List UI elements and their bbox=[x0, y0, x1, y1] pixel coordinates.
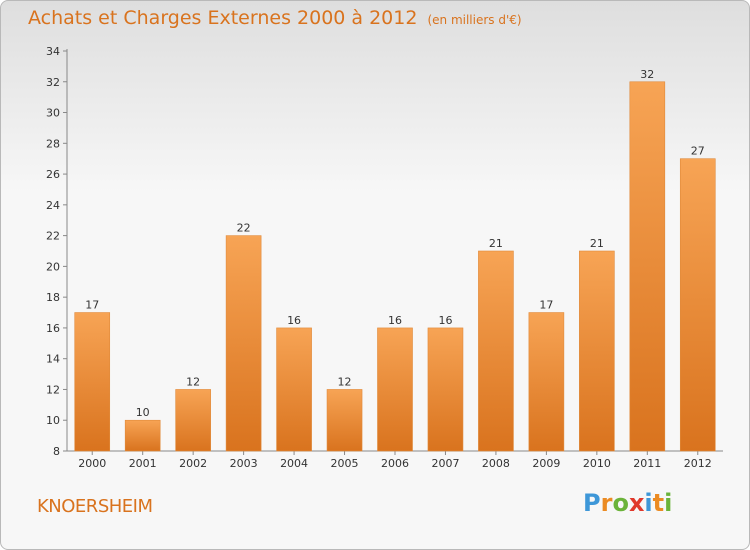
y-tick-label: 34 bbox=[46, 45, 60, 58]
value-label-2009: 17 bbox=[539, 299, 553, 312]
logo-letter: x bbox=[628, 489, 645, 517]
bar-2005 bbox=[326, 389, 363, 452]
value-label-2012: 27 bbox=[691, 145, 705, 158]
y-tick-label: 20 bbox=[46, 260, 60, 273]
x-tick-label-2009: 2009 bbox=[532, 457, 560, 470]
logo-letter: o bbox=[612, 489, 629, 517]
logo-letter: i bbox=[644, 489, 653, 517]
value-label-2007: 16 bbox=[438, 314, 452, 327]
town-name: KNOERSHEIM bbox=[37, 496, 153, 517]
value-label-2006: 16 bbox=[388, 314, 402, 327]
proxiti-logo[interactable]: Proxiti bbox=[583, 489, 672, 517]
y-tick-label: 12 bbox=[46, 383, 60, 396]
y-tick-label: 8 bbox=[53, 445, 60, 458]
x-tick-label-2006: 2006 bbox=[381, 457, 409, 470]
y-tick-label: 18 bbox=[46, 291, 60, 304]
x-tick-label-2003: 2003 bbox=[230, 457, 258, 470]
value-label-2011: 32 bbox=[640, 68, 654, 81]
value-label-2004: 16 bbox=[287, 314, 301, 327]
bar-2011 bbox=[629, 81, 666, 452]
y-tick-label: 10 bbox=[46, 414, 60, 427]
value-label-2003: 22 bbox=[237, 222, 251, 235]
logo-letter: i bbox=[664, 489, 673, 517]
y-tick-label: 32 bbox=[46, 76, 60, 89]
chart-bars bbox=[74, 81, 716, 452]
value-label-2008: 21 bbox=[489, 237, 503, 250]
bar-2001 bbox=[124, 419, 161, 452]
bar-2002 bbox=[175, 389, 211, 452]
x-tick-label-2004: 2004 bbox=[280, 457, 308, 470]
x-tick-label-2000: 2000 bbox=[78, 457, 106, 470]
value-label-2005: 12 bbox=[338, 375, 352, 388]
x-tick-label-2012: 2012 bbox=[684, 457, 712, 470]
y-tick-label: 16 bbox=[46, 322, 60, 335]
logo-letter: r bbox=[600, 489, 613, 517]
chart-labels: 17 2000 10 2001 12 2002 22 2003 16 2004 12 2005 16 20… bbox=[78, 68, 712, 470]
bar-2007 bbox=[427, 327, 464, 452]
value-label-2002: 12 bbox=[186, 375, 200, 388]
y-tick-label: 24 bbox=[46, 199, 60, 212]
bar-2008 bbox=[478, 250, 514, 452]
bar-2009 bbox=[528, 312, 565, 452]
value-label-2010: 21 bbox=[590, 237, 604, 250]
value-label-2000: 17 bbox=[85, 299, 99, 312]
y-tick-label: 30 bbox=[46, 107, 60, 120]
value-label-2001: 10 bbox=[136, 406, 150, 419]
x-tick-label-2008: 2008 bbox=[482, 457, 510, 470]
y-tick-label: 28 bbox=[46, 137, 60, 150]
bar-2000 bbox=[74, 312, 111, 452]
chart-title-text: Achats et Charges Externes 2000 à 2012 bbox=[28, 7, 418, 29]
y-tick-label: 14 bbox=[46, 353, 60, 366]
y-tick-label: 22 bbox=[46, 230, 60, 243]
logo-letter: t bbox=[652, 489, 665, 517]
x-tick-label-2011: 2011 bbox=[633, 457, 661, 470]
x-tick-label-2001: 2001 bbox=[129, 457, 157, 470]
chart-unit-note: (en milliers d'€) bbox=[427, 13, 522, 27]
y-tick-label: 26 bbox=[46, 168, 60, 181]
bar-2006 bbox=[377, 327, 413, 452]
x-tick-label-2007: 2007 bbox=[431, 457, 459, 470]
chart-title: Achats et Charges Externes 2000 à 2012 (e… bbox=[28, 7, 522, 29]
logo-letter: P bbox=[583, 489, 601, 517]
x-tick-label-2005: 2005 bbox=[331, 457, 359, 470]
bar-2012 bbox=[679, 158, 716, 452]
bar-2010 bbox=[579, 250, 615, 452]
bar-2003 bbox=[225, 235, 262, 452]
bar-2004 bbox=[276, 327, 312, 452]
x-tick-label-2002: 2002 bbox=[179, 457, 207, 470]
x-tick-label-2010: 2010 bbox=[583, 457, 611, 470]
